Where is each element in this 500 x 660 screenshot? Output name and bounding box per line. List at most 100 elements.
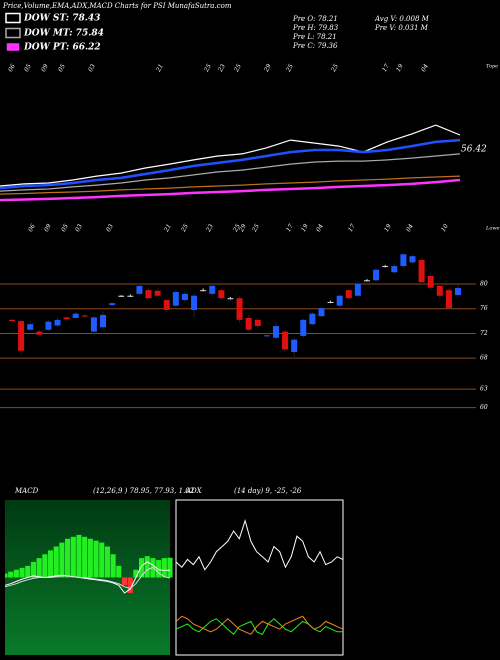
histogram-bar bbox=[65, 538, 71, 578]
candle-body bbox=[9, 319, 15, 322]
candle-body bbox=[282, 331, 289, 350]
x-tick-label: 25 bbox=[232, 223, 242, 234]
x-tick-label: 17 bbox=[285, 223, 295, 233]
series-line bbox=[0, 153, 461, 192]
histogram-bar bbox=[53, 546, 59, 578]
y-tick-label: 63 bbox=[480, 386, 488, 393]
x-tick-label: 23 bbox=[205, 223, 215, 234]
histogram-bar bbox=[47, 550, 54, 578]
x-tick-label: 06 bbox=[27, 223, 37, 233]
candle-body bbox=[27, 324, 34, 330]
histogram-bar bbox=[144, 556, 150, 578]
candle-body bbox=[409, 256, 416, 263]
y-tick-label: 72 bbox=[480, 330, 488, 337]
histogram-bar bbox=[5, 573, 8, 578]
y-tick-label: 60 bbox=[480, 404, 488, 411]
legend-swatch bbox=[5, 41, 21, 53]
x-tick-label: 05 bbox=[23, 63, 33, 73]
candle-body bbox=[109, 303, 116, 306]
candle-body bbox=[254, 319, 261, 327]
candle-body bbox=[427, 275, 434, 288]
candle-body bbox=[354, 284, 361, 296]
candle-body bbox=[191, 295, 198, 310]
histogram-bar bbox=[87, 538, 93, 578]
candle-body bbox=[118, 295, 125, 297]
panel-title: ADX bbox=[185, 487, 203, 495]
candle-body bbox=[300, 319, 307, 336]
x-tick-label: 05 bbox=[57, 63, 67, 73]
x-tick-label: 21 bbox=[155, 63, 165, 74]
histogram-bar bbox=[76, 534, 82, 578]
annotation: Avg V: 0.008 M bbox=[374, 15, 430, 23]
x-tick-label: 25 bbox=[330, 63, 340, 74]
histogram-bar bbox=[93, 540, 99, 578]
annotation: Tope bbox=[486, 64, 498, 70]
candle-body bbox=[172, 292, 179, 306]
annotation: 56.42 bbox=[461, 145, 487, 155]
annotation: Pre L: 78.21 bbox=[292, 33, 337, 41]
panel-title: MACD bbox=[14, 487, 39, 495]
x-tick-label: 03 bbox=[87, 63, 97, 73]
series-line bbox=[4, 566, 171, 589]
histogram-bar bbox=[59, 542, 65, 578]
legend-label: DOW PT: 66.22 bbox=[23, 43, 101, 53]
candle-body bbox=[382, 266, 389, 268]
legend-swatch bbox=[5, 12, 21, 24]
histogram-bar bbox=[70, 536, 76, 578]
histogram-bar bbox=[82, 536, 88, 578]
histogram-bar bbox=[25, 565, 31, 578]
histogram-bar bbox=[156, 560, 162, 578]
series-line bbox=[0, 175, 461, 195]
x-tick-label: 04 bbox=[420, 63, 430, 73]
x-tick-label: 25 bbox=[233, 63, 243, 74]
candle-body bbox=[54, 319, 61, 326]
x-tick-label: 04 bbox=[405, 223, 415, 233]
candle-body bbox=[391, 266, 398, 273]
candle-body bbox=[127, 295, 134, 297]
candle-body bbox=[163, 300, 170, 310]
annotation: Lowe bbox=[485, 226, 500, 232]
candle-body bbox=[309, 313, 316, 325]
annotation: Pre O: 78.21 bbox=[292, 15, 338, 23]
candle-body bbox=[90, 317, 97, 332]
x-tick-label: 23 bbox=[217, 63, 227, 74]
series-line bbox=[175, 518, 344, 571]
histogram-bar bbox=[19, 567, 25, 578]
series-line bbox=[0, 124, 461, 187]
histogram-bar bbox=[13, 569, 19, 578]
candle-body bbox=[418, 259, 425, 283]
x-tick-label: 09 bbox=[40, 63, 50, 73]
candle-body bbox=[345, 290, 352, 299]
series-line bbox=[175, 618, 343, 636]
histogram-bar bbox=[8, 571, 14, 578]
candle-body bbox=[272, 326, 279, 338]
x-tick-label: 25 bbox=[251, 223, 261, 234]
candle-body bbox=[318, 308, 325, 317]
series-line bbox=[4, 561, 171, 594]
histogram-bar bbox=[161, 558, 167, 578]
histogram-bar bbox=[30, 562, 37, 578]
panel-subtitle: (14 day) 9, -25, -26 bbox=[234, 487, 302, 495]
candle-body bbox=[336, 295, 343, 306]
y-tick-label: 76 bbox=[480, 305, 488, 312]
legend-label: DOW ST: 78.43 bbox=[23, 14, 100, 24]
candle-body bbox=[18, 321, 25, 351]
x-tick-label: 19 bbox=[300, 223, 310, 233]
candle-body bbox=[100, 314, 107, 328]
candle-body bbox=[373, 269, 380, 281]
candle-body bbox=[436, 285, 443, 296]
histogram-bar bbox=[42, 554, 48, 578]
candle-body bbox=[45, 321, 52, 330]
histogram-bar bbox=[138, 558, 145, 578]
histogram-bar bbox=[116, 565, 122, 578]
candle-body bbox=[445, 290, 452, 309]
candle-body bbox=[154, 290, 161, 296]
x-tick-label: 03 bbox=[105, 223, 115, 233]
candle-body bbox=[227, 298, 234, 300]
x-tick-label: 03 bbox=[74, 223, 84, 233]
candle-body bbox=[81, 315, 88, 317]
candle-body bbox=[455, 287, 461, 296]
series-line bbox=[0, 138, 461, 190]
histogram-bar bbox=[167, 557, 173, 578]
